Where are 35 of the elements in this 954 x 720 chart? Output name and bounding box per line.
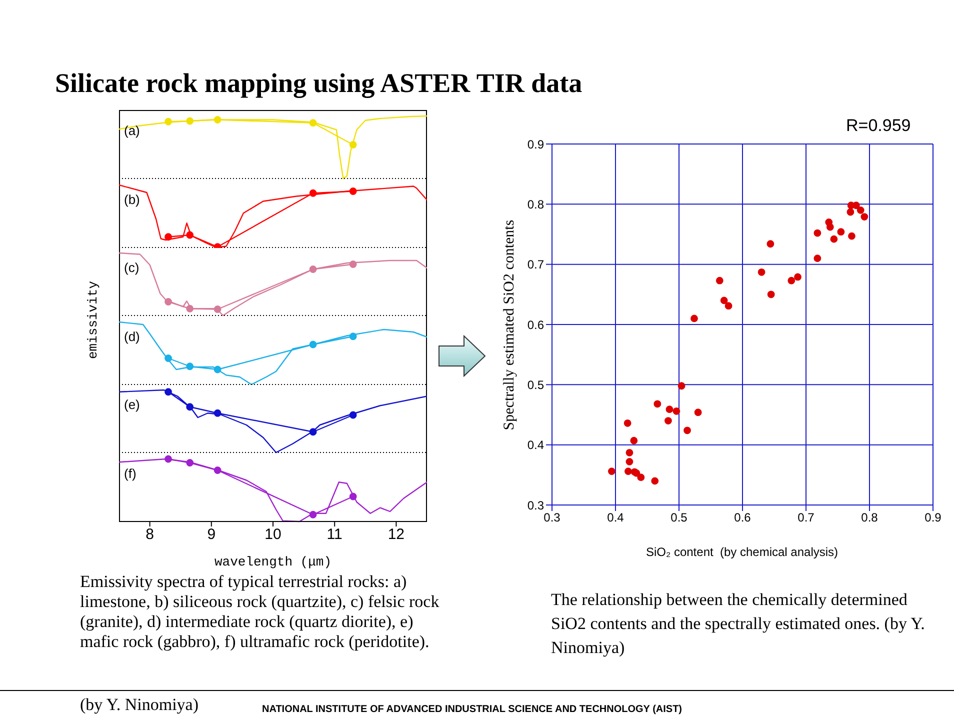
y-tick-label: 0.8: [527, 197, 544, 212]
y-tick-label: 0.7: [527, 258, 544, 272]
x-tick-label: 0.4: [607, 510, 624, 525]
x-tick-label: 0.5: [670, 510, 688, 525]
x-tick-label: 0.6: [734, 510, 752, 525]
y-tick-label: 0.3: [527, 498, 544, 512]
y-tick-label: 0.6: [527, 318, 544, 332]
y-axis-title: Spectrally estimated SiO2 contents: [502, 220, 518, 430]
text: The relationship between the chemically determined SiO2 contents and the spectrally estimated ones. (by Y. Ninomiya): [551, 590, 925, 657]
text: (c): [124, 260, 140, 275]
chart-title: Silicate rock mapping using ASTER TIR data: [55, 68, 582, 98]
x-tick-label: 0.8: [861, 510, 878, 525]
x-tick-label: 0.9: [924, 510, 942, 525]
text: R=0.959: [846, 116, 911, 135]
y-axis-title: emissivity: [86, 280, 100, 360]
y-tick-label: 0.5: [527, 378, 544, 392]
text: (f): [124, 466, 136, 480]
x-tick-label: 12: [388, 526, 405, 543]
x-tick-label: 11: [326, 526, 342, 543]
x-axis-title: wavelength (μm): [214, 554, 332, 570]
text: (e): [124, 397, 140, 412]
x-tick-label: 8: [146, 526, 154, 543]
text: NATIONAL INSTITUTE OF ADVANCED INDUSTRIAL SCIENCE AND TECHNOLOGY (AIST): [262, 704, 682, 715]
text: (a): [124, 123, 140, 138]
x-axis-title: SiO₂ content (by chemical analysis): [646, 545, 838, 559]
text: Emissivity spectra of typical terrestrial rocks: a) limestone, b) siliceous rock (quartzite), c) felsic rock (granite), d) intermediate rock (quartz diorite), e) mafic rock (gabbro), f) ultramafic rock (peridotite).: [80, 572, 440, 651]
y-tick-label: 0.9: [527, 137, 544, 152]
x-tick-label: 0.7: [798, 510, 815, 525]
y-tick-label: 0.4: [527, 438, 544, 452]
x-tick-label: 9: [207, 526, 216, 543]
text: (by Y. Ninomiya): [80, 695, 199, 714]
x-tick-label: 10: [264, 526, 282, 543]
text: (b): [124, 192, 140, 206]
text: (d): [124, 328, 140, 344]
x-tick-label: 0.3: [544, 510, 561, 525]
